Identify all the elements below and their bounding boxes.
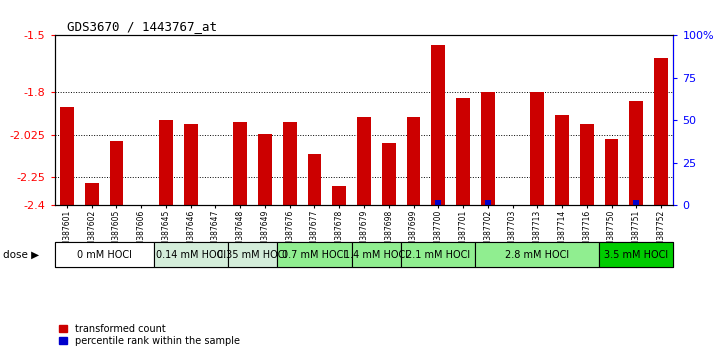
Text: dose ▶: dose ▶ xyxy=(3,250,39,260)
Bar xyxy=(630,102,643,205)
Bar xyxy=(456,98,470,205)
Bar xyxy=(531,92,544,205)
Bar xyxy=(485,200,491,205)
Bar xyxy=(633,200,639,205)
Bar xyxy=(333,187,346,205)
Text: 0.14 mM HOCl: 0.14 mM HOCl xyxy=(156,250,226,260)
Text: 2.8 mM HOCl: 2.8 mM HOCl xyxy=(505,250,569,260)
Bar xyxy=(154,242,228,267)
Bar xyxy=(159,120,173,205)
Text: 1.4 mM HOCl: 1.4 mM HOCl xyxy=(344,250,408,260)
Bar xyxy=(382,143,395,205)
Bar xyxy=(407,116,420,205)
Bar xyxy=(352,242,401,267)
Text: GDS3670 / 1443767_at: GDS3670 / 1443767_at xyxy=(67,20,217,33)
Bar xyxy=(258,133,272,205)
Bar xyxy=(184,124,197,205)
Text: 3.5 mM HOCl: 3.5 mM HOCl xyxy=(604,250,668,260)
Bar xyxy=(432,45,445,205)
Bar xyxy=(283,122,296,205)
Bar xyxy=(654,58,668,205)
Bar xyxy=(475,242,599,267)
Bar xyxy=(605,139,618,205)
Bar xyxy=(357,116,371,205)
Text: 0 mM HOCl: 0 mM HOCl xyxy=(76,250,132,260)
Bar xyxy=(435,200,441,205)
Bar xyxy=(110,141,123,205)
Bar xyxy=(277,242,352,267)
Bar xyxy=(599,242,673,267)
Bar xyxy=(401,242,475,267)
Bar xyxy=(85,183,98,205)
Bar xyxy=(308,154,321,205)
Bar xyxy=(234,122,247,205)
Bar xyxy=(55,242,154,267)
Bar xyxy=(60,107,74,205)
Bar xyxy=(228,242,277,267)
Text: 0.7 mM HOCl: 0.7 mM HOCl xyxy=(282,250,347,260)
Text: 2.1 mM HOCl: 2.1 mM HOCl xyxy=(406,250,470,260)
Bar xyxy=(580,124,593,205)
Bar xyxy=(555,115,569,205)
Text: 0.35 mM HOCl: 0.35 mM HOCl xyxy=(218,250,288,260)
Legend: transformed count, percentile rank within the sample: transformed count, percentile rank withi… xyxy=(60,324,240,346)
Bar xyxy=(481,92,494,205)
